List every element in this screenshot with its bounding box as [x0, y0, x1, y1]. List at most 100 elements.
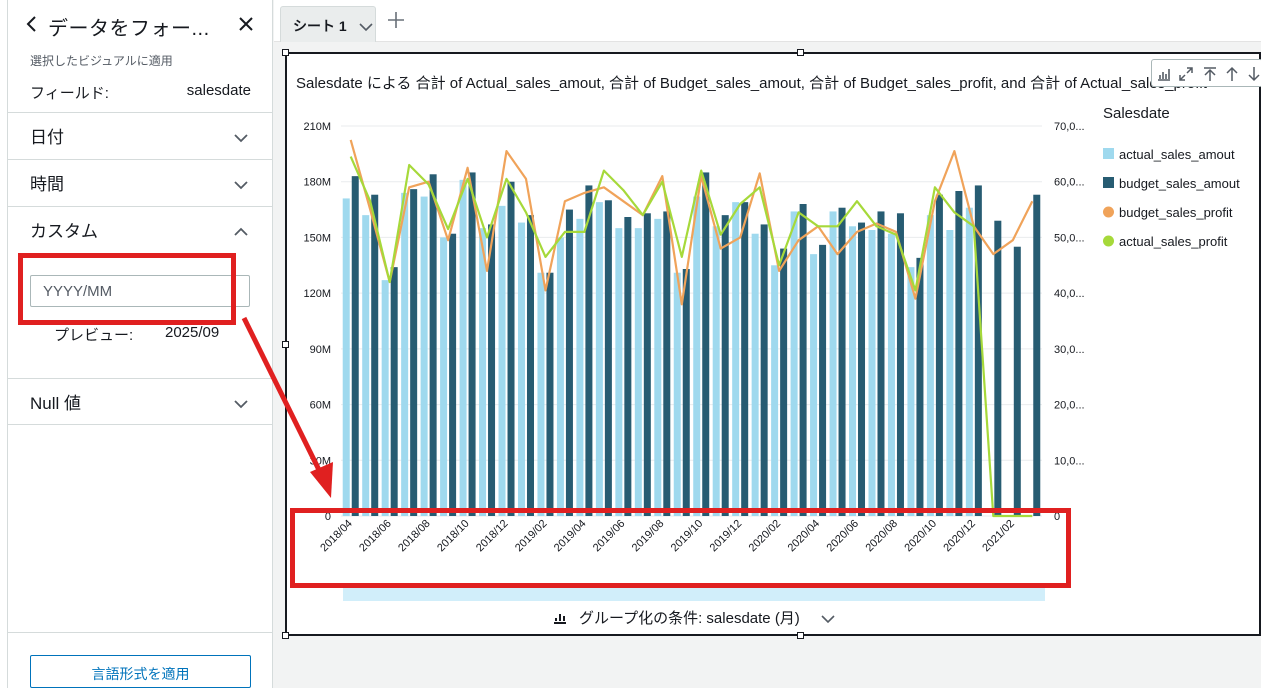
y-right-tick-label: 40,0...: [1054, 288, 1085, 300]
bar-actual-sales-amout: [342, 198, 350, 516]
bar-budget-sales-amout: [468, 172, 476, 516]
bar-actual-sales-amout: [362, 215, 370, 516]
bar-budget-sales-amout: [1033, 194, 1041, 516]
bar-actual-sales-amout: [440, 237, 448, 516]
visual-toolbar: [1151, 59, 1261, 87]
add-sheet-icon[interactable]: [386, 10, 406, 30]
apply-format-button[interactable]: 言語形式を適用: [30, 655, 251, 688]
y-left-tick-label: 180M: [303, 177, 331, 189]
annotation-highlight-format-input: [18, 253, 236, 325]
bar-budget-sales-amout: [604, 200, 612, 517]
bar-actual-sales-amout: [771, 265, 779, 516]
bar-actual-sales-amout: [965, 207, 973, 516]
custom-format-input[interactable]: [30, 275, 250, 307]
legend-label: budget_sales_amout: [1119, 176, 1240, 191]
y-left-tick-label: 30M: [310, 455, 331, 467]
bar-budget-sales-amout: [410, 189, 418, 516]
legend-label: actual_sales_amout: [1119, 147, 1235, 162]
y-right-tick-label: 60,0...: [1054, 177, 1085, 189]
bar-budget-sales-amout: [526, 215, 534, 516]
y-right-tick-label: 30,0...: [1054, 344, 1085, 356]
section-time-label: 時間: [30, 175, 64, 194]
bar-actual-sales-amout: [790, 211, 798, 516]
bar-budget-sales-amout: [721, 215, 729, 516]
divider: [8, 632, 273, 633]
section-time[interactable]: 時間: [8, 159, 273, 206]
legend-label: actual_sales_profit: [1119, 234, 1228, 249]
chevron-down-icon[interactable]: [821, 614, 835, 624]
bar-actual-sales-amout: [926, 215, 934, 516]
annotation-highlight-x-axis: [290, 508, 1071, 588]
close-icon[interactable]: [236, 14, 256, 34]
section-custom[interactable]: カスタム: [8, 206, 273, 378]
resize-handle[interactable]: [282, 632, 289, 639]
bar-budget-sales-amout: [916, 257, 924, 516]
y-left-tick-label: 0: [325, 511, 331, 523]
chevron-down-icon[interactable]: [359, 22, 373, 32]
bar-actual-sales-amout: [810, 254, 818, 516]
bar-actual-sales-amout: [517, 222, 525, 517]
bar-actual-sales-amout: [868, 230, 876, 516]
y-left-tick-label: 210M: [303, 121, 331, 133]
bar-budget-sales-amout: [390, 267, 398, 516]
bar-actual-sales-amout: [849, 226, 857, 517]
range-scrollbar: [343, 587, 1045, 601]
bar-budget-sales-amout: [449, 233, 457, 516]
chevron-down-icon: [234, 134, 248, 143]
chart-type-icon[interactable]: [1156, 66, 1172, 82]
group-by-icon: [554, 614, 566, 624]
bar-actual-sales-amout: [381, 280, 389, 516]
back-chevron-icon[interactable]: [24, 12, 40, 36]
move-up-icon[interactable]: [1224, 66, 1240, 82]
line-budget-sales-profit: [349, 139, 1034, 306]
panel-title: データをフォー...: [48, 18, 210, 40]
bar-budget-sales-amout: [819, 244, 827, 516]
format-data-panel: データをフォー... 選択したビジュアルに適用 フィールド: salesdate…: [8, 0, 273, 688]
bar-budget-sales-amout: [935, 194, 943, 516]
tab-sheet-1[interactable]: シート 1: [280, 6, 376, 42]
y-left-tick-label: 120M: [303, 288, 331, 300]
legend-swatch: [1103, 177, 1114, 188]
legend-swatch: [1103, 235, 1114, 247]
resize-handle[interactable]: [282, 49, 289, 56]
resize-handle[interactable]: [282, 341, 289, 348]
field-row: フィールド: salesdate: [8, 78, 273, 112]
move-to-top-icon[interactable]: [1202, 66, 1218, 82]
section-null[interactable]: Null 値: [8, 378, 273, 425]
chevron-up-icon: [234, 227, 248, 236]
resize-handle[interactable]: [797, 632, 804, 639]
bar-actual-sales-amout: [693, 196, 701, 517]
section-date-label: 日付: [30, 128, 64, 147]
bar-actual-sales-amout: [537, 272, 545, 516]
preview-value: 2025/09: [165, 324, 220, 341]
bar-actual-sales-amout: [615, 228, 623, 516]
bar-budget-sales-amout: [896, 213, 904, 517]
panel-subtitle: 選択したビジュアルに適用: [30, 54, 173, 68]
chart-visual[interactable]: Salesdate による 合計 of Actual_sales_amout, …: [285, 52, 1261, 636]
resize-handle[interactable]: [797, 49, 804, 56]
bar-budget-sales-amout: [838, 207, 846, 516]
bar-actual-sales-amout: [887, 233, 895, 516]
collapsed-nav-edge: [0, 0, 8, 688]
bar-budget-sales-amout: [585, 185, 593, 516]
bar-budget-sales-amout: [507, 181, 515, 516]
bar-actual-sales-amout: [907, 267, 915, 516]
chevron-down-icon: [234, 400, 248, 409]
bar-budget-sales-amout: [799, 204, 807, 516]
legend-swatch: [1103, 148, 1114, 159]
sheet-tabs-bar: シート 1: [274, 0, 1261, 42]
legend-label: budget_sales_profit: [1119, 205, 1233, 220]
bar-budget-sales-amout: [858, 222, 866, 517]
expand-icon[interactable]: [1178, 66, 1194, 82]
move-down-icon[interactable]: [1246, 66, 1261, 82]
group-by-label[interactable]: グループ化の条件: salesdate (月): [579, 610, 800, 627]
bar-actual-sales-amout: [401, 192, 409, 516]
bar-budget-sales-amout: [565, 209, 573, 517]
bar-budget-sales-amout: [351, 176, 359, 516]
section-date[interactable]: 日付: [8, 112, 273, 159]
bar-budget-sales-amout: [488, 224, 496, 516]
tab-label: シート 1: [293, 18, 347, 34]
bar-budget-sales-amout: [429, 174, 437, 516]
bar-budget-sales-amout: [546, 272, 554, 516]
bar-budget-sales-amout: [1013, 246, 1021, 516]
